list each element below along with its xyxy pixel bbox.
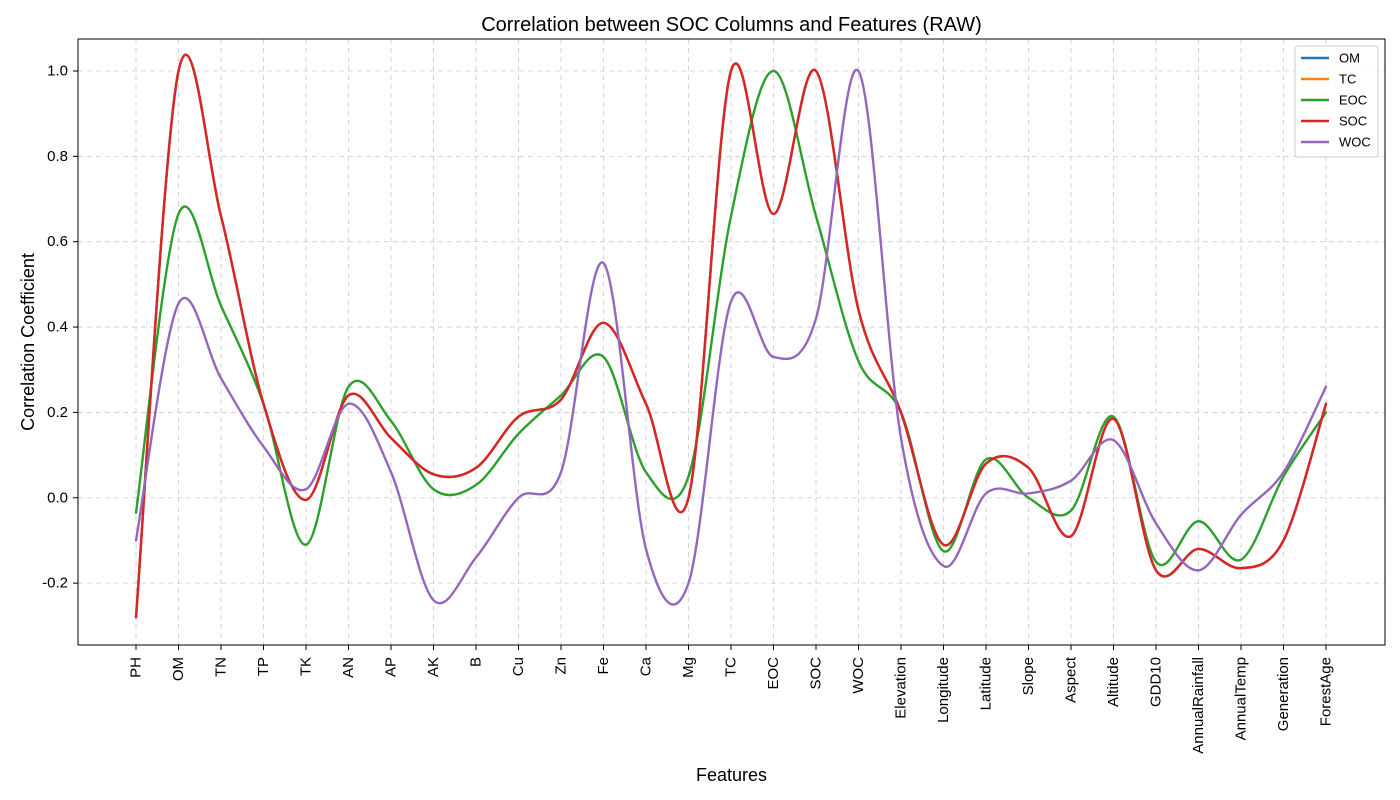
- grid-layer: [78, 39, 1385, 645]
- y-tick-label: 0.4: [47, 319, 68, 336]
- series-line-eoc: [134, 69, 1328, 567]
- x-tick-label: AnnualRainfall: [1190, 657, 1207, 754]
- x-tick-label: Generation: [1275, 657, 1292, 731]
- x-tick-label: Ca: [638, 656, 655, 676]
- x-tick-label: SOC: [808, 657, 825, 690]
- x-tick-label: Elevation: [893, 657, 910, 719]
- x-tick-label: AP: [383, 657, 400, 677]
- y-tick-label: 0.6: [47, 233, 68, 250]
- x-tick-label: AK: [425, 657, 442, 677]
- chart-title: Correlation between SOC Columns and Feat…: [481, 14, 982, 36]
- y-tick-label: -0.2: [42, 575, 68, 592]
- x-tick-label: Latitude: [978, 657, 995, 710]
- x-tick-label: Mg: [680, 657, 697, 678]
- y-tick-label: 1.0: [47, 63, 68, 80]
- x-tick-label: Fe: [595, 657, 612, 675]
- series-line-woc: [134, 68, 1328, 606]
- x-tick-label: Longitude: [935, 657, 952, 723]
- x-tick-label: Cu: [510, 657, 527, 676]
- legend-label: OM: [1339, 51, 1360, 66]
- x-tick-label: Aspect: [1063, 656, 1080, 703]
- x-tick-label: AN: [340, 657, 357, 678]
- legend-label: EOC: [1339, 93, 1367, 108]
- x-tick-label: GDD10: [1148, 657, 1165, 707]
- x-tick-label: TC: [723, 657, 740, 677]
- ticks-layer: PH OM TN TP TK AN AP AK B Cu Zn Fe Ca Mg TC EOC SOC WOC El…: [42, 63, 1334, 754]
- series-layer: [134, 53, 1328, 619]
- x-tick-label: B: [468, 657, 485, 667]
- x-tick-label: Altitude: [1105, 657, 1122, 707]
- y-tick-label: 0.8: [47, 148, 68, 165]
- x-tick-label: AnnualTemp: [1233, 657, 1250, 740]
- x-tick-label: TP: [255, 657, 272, 676]
- legend-label: SOC: [1339, 114, 1367, 129]
- x-tick-label: TK: [298, 657, 315, 676]
- x-tick-label: Slope: [1020, 657, 1037, 695]
- x-tick-label: Zn: [553, 657, 570, 675]
- x-tick-label: PH: [128, 657, 145, 678]
- x-tick-label: ForestAge: [1318, 657, 1335, 726]
- x-tick-label: OM: [170, 657, 187, 681]
- legend-label: TC: [1339, 72, 1356, 87]
- x-tick-label: WOC: [850, 657, 867, 694]
- legend-box: [1294, 45, 1379, 158]
- y-tick-label: 0.0: [47, 489, 68, 506]
- x-axis-title: Features: [696, 765, 767, 785]
- legend: OM TC EOC SOC WOC: [1294, 45, 1379, 158]
- x-tick-label: TN: [213, 657, 230, 677]
- y-axis-title: Correlation Coefficient: [18, 253, 38, 431]
- legend-label: WOC: [1339, 135, 1371, 150]
- y-tick-label: 0.2: [47, 404, 68, 421]
- x-tick-label: EOC: [765, 657, 782, 690]
- series-line-soc: [134, 53, 1328, 619]
